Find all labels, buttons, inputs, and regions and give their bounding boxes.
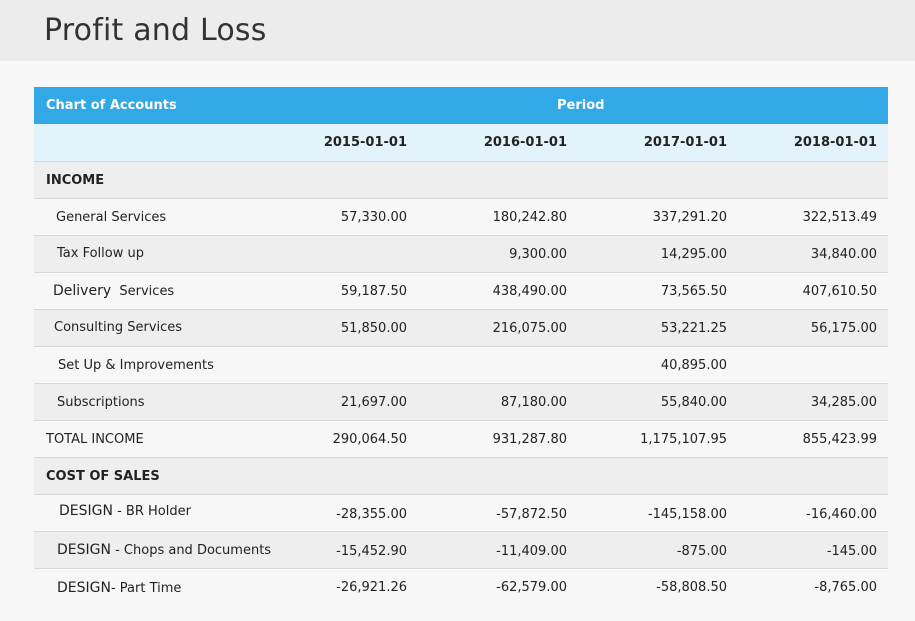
table-row[interactable]: DESIGN - BR Holder -28,355.00 -57,872.50… [34,495,888,532]
account-label-sub: - Chops and Documents [110,543,272,558]
period-header[interactable]: Period [557,98,605,113]
value-cell: -62,579.00 [496,580,567,595]
value-cell: 34,840.00 [810,247,877,262]
account-label-main: DESIGN [57,542,111,558]
income-section-label: INCOME [46,173,105,188]
table-row[interactable]: Subscriptions 21,697.00 87,180.00 55,840… [34,384,888,421]
account-label: Tax Follow up [57,246,144,261]
value-cell: 53,221.25 [660,321,727,336]
value-cell: 216,075.00 [492,321,567,336]
table-row[interactable]: DESIGN- Part Time -26,921.26 -62,579.00 … [34,569,888,605]
value-cell: 407,610.50 [802,284,877,299]
total-cell: 290,064.50 [332,432,407,447]
cost-of-sales-section-label: COST OF SALES [46,469,160,484]
value-cell: 59,187.50 [340,284,407,299]
value-cell: 51,850.00 [340,321,407,336]
account-label-sub: - Part Time [110,581,182,596]
value-cell: 337,291.20 [652,210,727,225]
value-cell: 57,330.00 [340,210,407,225]
total-cell: 931,287.80 [492,432,567,447]
account-label-main: DESIGN [59,503,113,519]
total-cell: 855,423.99 [802,432,877,447]
account-label-main: Delivery [53,283,112,299]
value-cell: 40,895.00 [660,358,727,373]
table-row[interactable]: DESIGN - Chops and Documents -15,452.90 … [34,532,888,569]
value-cell: 21,697.00 [340,395,407,410]
account-label: General Services [56,210,167,225]
date-column-3[interactable]: 2017-01-01 [643,135,727,150]
value-cell: 87,180.00 [500,395,567,410]
total-income-row[interactable]: TOTAL INCOME 290,064.50 931,287.80 1,175… [34,421,888,458]
account-label: Consulting Services [54,320,183,335]
date-column-2[interactable]: 2016-01-01 [483,135,567,150]
value-cell: -58,808.50 [656,580,727,595]
value-cell: 438,490.00 [492,284,567,299]
table-header: Chart of Accounts Period [34,87,888,124]
value-cell: 55,840.00 [660,395,727,410]
page-header: Profit and Loss [0,0,915,61]
value-cell: -15,452.90 [336,544,407,559]
value-cell: -57,872.50 [496,507,567,522]
value-cell: -11,409.00 [496,544,567,559]
value-cell: -8,765.00 [814,580,877,595]
value-cell: 34,285.00 [810,395,877,410]
value-cell: -26,921.26 [336,580,407,595]
date-header-row: 2015-01-01 2016-01-01 2017-01-01 2018-01… [34,124,888,162]
value-cell: 56,175.00 [810,321,877,336]
account-label: DESIGN - Chops and Documents [57,532,271,569]
account-label: DESIGN - BR Holder [59,495,191,528]
total-cell: 1,175,107.95 [640,432,727,447]
value-cell: 180,242.80 [492,210,567,225]
value-cell: -16,460.00 [806,507,877,522]
page-title: Profit and Loss [44,13,267,48]
value-cell: 9,300.00 [509,247,567,262]
account-label-sub: Services [119,284,175,299]
value-cell: 73,565.50 [660,284,727,299]
account-label-main: DESIGN [57,580,111,596]
date-column-4[interactable]: 2018-01-01 [793,135,877,150]
chart-of-accounts-header[interactable]: Chart of Accounts [46,98,177,113]
account-label: Delivery Services [53,273,174,310]
account-label-sub: - BR Holder [112,504,191,519]
value-cell: -145.00 [826,544,877,559]
table-row[interactable]: Consulting Services 51,850.00 216,075.00… [34,310,888,347]
account-label: Subscriptions [57,395,145,410]
value-cell: -28,355.00 [336,507,407,522]
account-label: DESIGN- Part Time [57,569,181,608]
value-cell: -145,158.00 [647,507,727,522]
total-income-label: TOTAL INCOME [46,432,144,447]
income-section-row: INCOME [34,162,888,199]
value-cell: 14,295.00 [660,247,727,262]
account-label: Set Up & Improvements [58,358,214,373]
cost-of-sales-section-row: COST OF SALES [34,458,888,495]
value-cell: -875.00 [676,544,727,559]
value-cell: 322,513.49 [802,210,877,225]
table-row[interactable]: Tax Follow up 9,300.00 14,295.00 34,840.… [34,236,888,273]
table-row[interactable]: Set Up & Improvements 40,895.00 [34,347,888,384]
table-row[interactable]: Delivery Services 59,187.50 438,490.00 7… [34,273,888,310]
table-row[interactable]: General Services 57,330.00 180,242.80 33… [34,199,888,236]
profit-loss-table: Chart of Accounts Period 2015-01-01 2016… [34,87,888,605]
date-column-1[interactable]: 2015-01-01 [323,135,407,150]
